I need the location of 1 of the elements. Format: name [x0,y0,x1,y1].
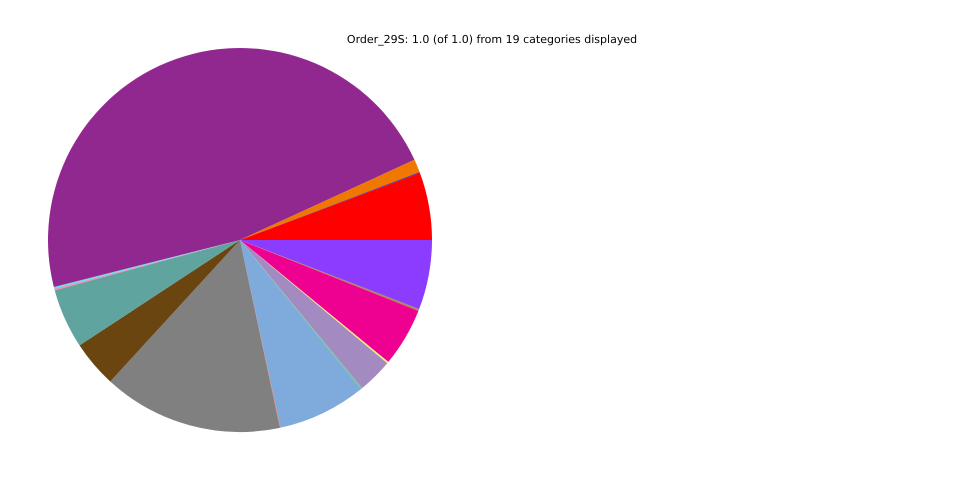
text: Order_29S: 1.0 (of 1.0) from 19 categories displayed [346,32,638,46]
